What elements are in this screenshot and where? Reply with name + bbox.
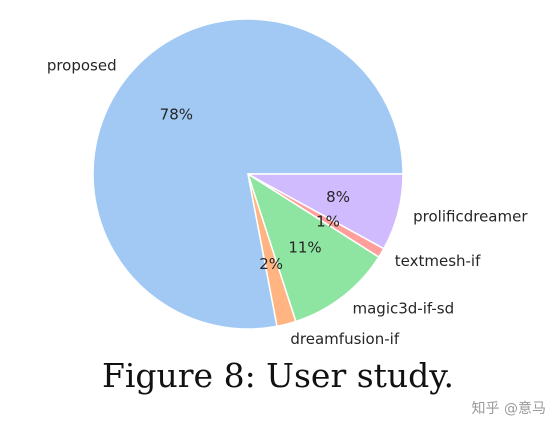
pie-category-labels: proposed dreamfusion-if magic3d-if-sd textm… (47, 56, 529, 348)
watermark-text: 知乎 @意马 (471, 401, 546, 417)
pie-percent-label-textmesh-if: 1% (316, 212, 340, 230)
pie-category-label-dreamfusion-if: dreamfusion-if (290, 330, 399, 348)
pie-category-label-proposed: proposed (47, 56, 117, 74)
pie-slice-proposed (92, 18, 404, 330)
figure-caption: Figure 8: User study. (101, 356, 455, 395)
pie-percent-label-magic3d-if-sd: 11% (288, 238, 321, 256)
pie-percent-label-dreamfusion-if: 2% (259, 255, 283, 273)
pie-category-label-textmesh-if: textmesh-if (395, 252, 481, 270)
pie-slice-magic3d-if-sd (247, 173, 380, 323)
pie-slice-prolificdreamer (247, 173, 404, 250)
pie-percent-labels: 78% 2% 11% 1% 8% (160, 106, 350, 273)
pie-percent-label-prolificdreamer: 8% (326, 188, 350, 206)
pie-category-label-prolificdreamer: prolificdreamer (413, 207, 528, 225)
pie-percent-label-proposed: 78% (160, 106, 193, 124)
pie-slices (92, 18, 404, 330)
pie-category-label-magic3d-if-sd: magic3d-if-sd (353, 300, 455, 318)
